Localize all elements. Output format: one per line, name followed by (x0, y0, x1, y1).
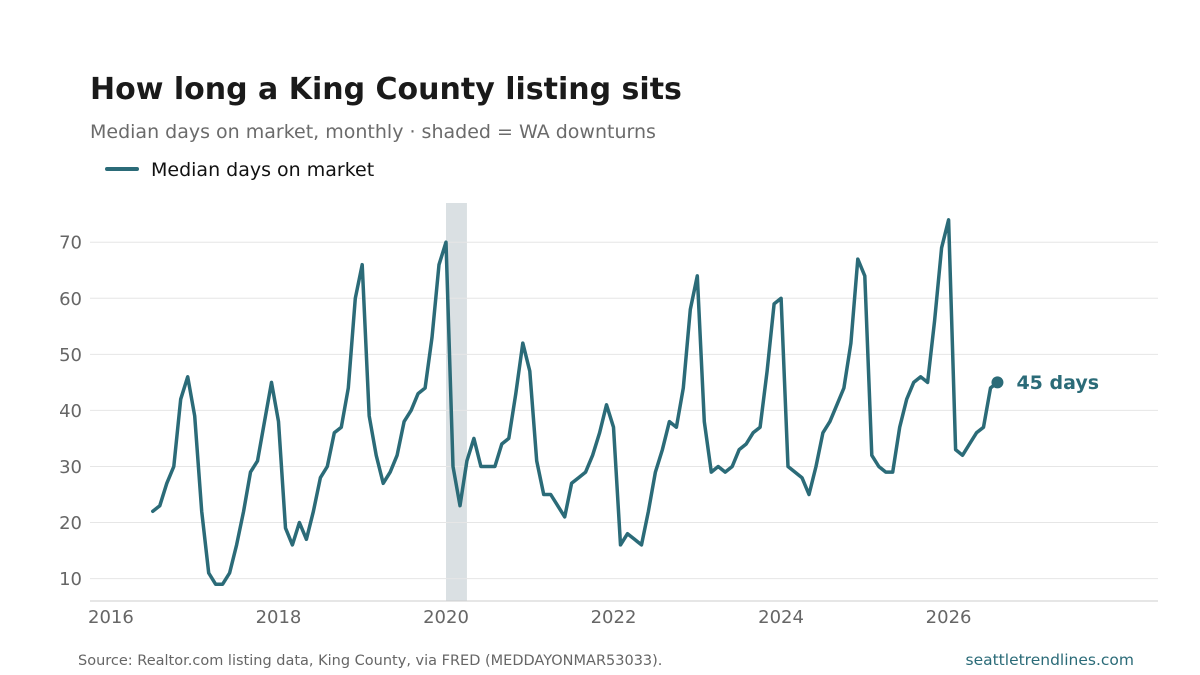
brand-link[interactable]: seattletrendlines.com (966, 651, 1135, 669)
y-tick-label-60: 60 (59, 289, 82, 310)
legend: Median days on market (105, 159, 374, 181)
x-tick-label-2018: 2018 (256, 607, 302, 628)
downturn-shade-0 (446, 203, 467, 601)
y-tick-label-70: 70 (59, 233, 82, 254)
x-tick-label-2026: 2026 (926, 607, 972, 628)
gridlines (90, 241, 1158, 580)
y-tick-label-40: 40 (59, 401, 82, 422)
y-tick-label-30: 30 (59, 457, 82, 478)
series-line-0 (151, 218, 1000, 586)
y-axis-ticks: 10 20 30 40 50 60 70 (59, 233, 82, 590)
x-tick-label-2020: 2020 (423, 607, 469, 628)
end-point-marker (991, 376, 1004, 389)
source-note: Source: Realtor.com listing data, King C… (78, 653, 662, 669)
shaded-periods (446, 203, 467, 601)
x-axis-ticks: 2016 2018 2020 2022 2024 2026 (88, 607, 971, 628)
y-tick-label-10: 10 (59, 569, 82, 590)
series-median-days: 45 days (151, 218, 1099, 586)
chart-subtitle: Median days on market, monthly · shaded … (90, 121, 656, 143)
y-tick-label-20: 20 (59, 513, 82, 534)
end-point-label: 45 days (1016, 372, 1099, 394)
x-tick-label-2022: 2022 (591, 607, 637, 628)
x-tick-label-2024: 2024 (758, 607, 804, 628)
legend-label: Median days on market (151, 159, 374, 181)
y-tick-label-50: 50 (59, 345, 82, 366)
chart-title: How long a King County listing sits (90, 72, 682, 107)
x-tick-label-2016: 2016 (88, 607, 134, 628)
